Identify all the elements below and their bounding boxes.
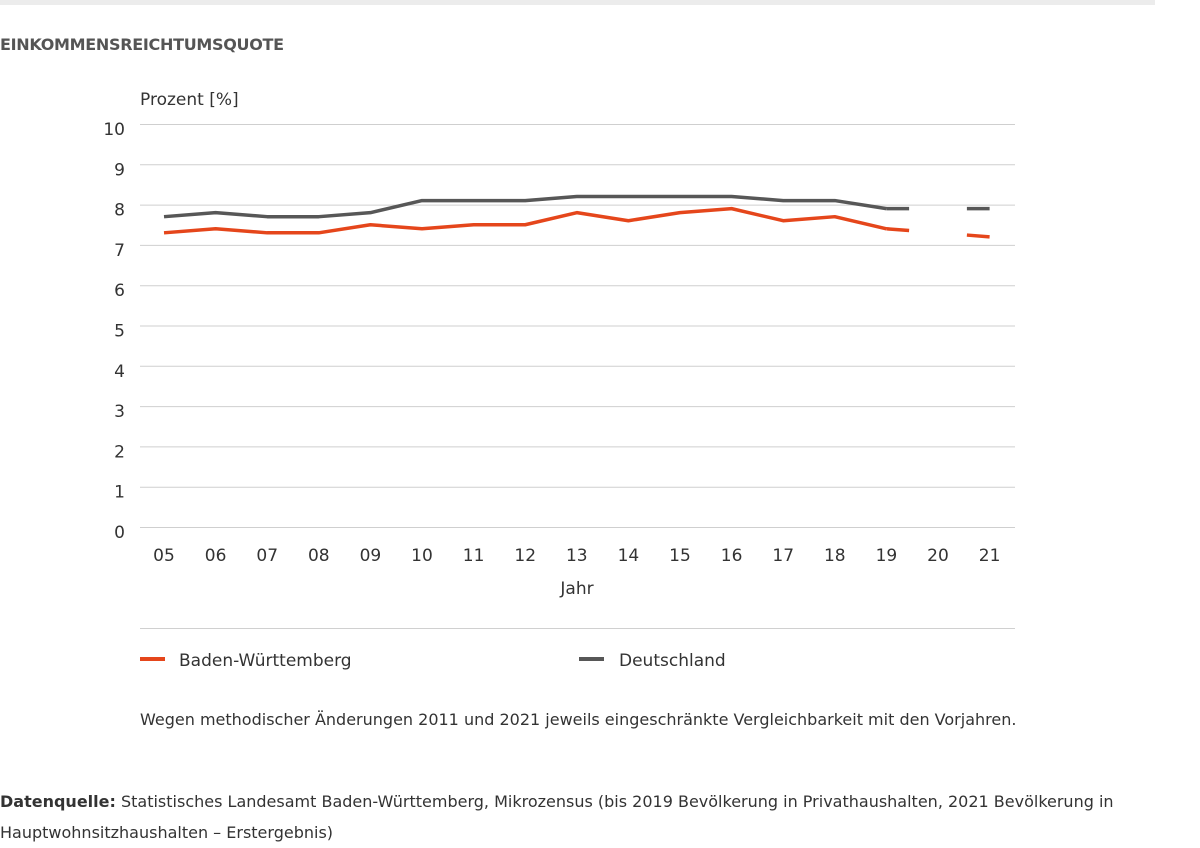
x-tick-label: 17 — [772, 546, 794, 566]
chart-note: Wegen methodischer Änderungen 2011 und 2… — [140, 710, 1017, 729]
x-tick-label: 11 — [463, 546, 485, 566]
y-tick-label: 1 — [114, 483, 125, 503]
y-tick-label: 9 — [114, 160, 125, 180]
x-tick-label: 15 — [669, 546, 691, 566]
x-tick-label: 07 — [256, 546, 278, 566]
y-tick-label: 7 — [114, 241, 125, 261]
y-axis-label: Prozent [%] — [140, 90, 239, 110]
series-line-baden-wuerttemberg — [886, 227, 910, 233]
x-tick-label: 14 — [618, 546, 640, 566]
y-tick-label: 4 — [114, 362, 125, 382]
x-axis-label: Jahr — [559, 579, 593, 599]
legend: Baden-Württemberg Deutschland — [140, 651, 726, 671]
x-tick-label: 19 — [876, 546, 898, 566]
x-tick-label: 05 — [153, 546, 175, 566]
x-tick-label: 10 — [411, 546, 433, 566]
series-line-baden-wuerttemberg — [163, 206, 887, 235]
x-tick-label: 20 — [927, 546, 949, 566]
y-tick-labels: 0 1 2 3 4 5 6 7 8 9 10 — [103, 120, 125, 543]
x-tick-label: 13 — [566, 546, 588, 566]
x-tick-label: 16 — [721, 546, 743, 566]
y-tick-label: 3 — [114, 402, 125, 422]
top-divider — [0, 0, 1155, 5]
y-tick-label: 0 — [114, 523, 125, 543]
y-tick-label: 10 — [103, 120, 125, 140]
y-tick-label: 5 — [114, 322, 125, 342]
x-tick-label: 21 — [979, 546, 1001, 566]
chart-title: EINKOMMENSREICHTUMSQUOTE — [0, 35, 284, 54]
y-tick-label: 8 — [114, 201, 125, 221]
source-label: Datenquelle: — [0, 792, 116, 811]
legend-label-baden-wuerttemberg: Baden-Württemberg — [179, 651, 352, 671]
source-text: Statistisches Landesamt Baden-Württember… — [0, 792, 1114, 842]
x-tick-label: 06 — [205, 546, 227, 566]
gridlines — [140, 124, 1015, 528]
x-tick-labels: 05 06 07 08 09 10 11 12 13 14 15 16 17 18 19 20 21 — [153, 546, 1000, 566]
legend-label-deutschland: Deutschland — [619, 651, 726, 671]
x-tick-label: 18 — [824, 546, 846, 566]
data-source: Datenquelle: Statistisches Landesamt Bad… — [0, 786, 1150, 848]
x-tick-label: 08 — [308, 546, 330, 566]
y-tick-label: 2 — [114, 442, 125, 462]
series-lines — [163, 194, 990, 239]
x-tick-label: 12 — [514, 546, 536, 566]
series-line-deutschland — [163, 194, 887, 219]
y-tick-label: 6 — [114, 281, 125, 301]
x-tick-label: 09 — [360, 546, 382, 566]
series-line-baden-wuerttemberg — [966, 233, 990, 239]
